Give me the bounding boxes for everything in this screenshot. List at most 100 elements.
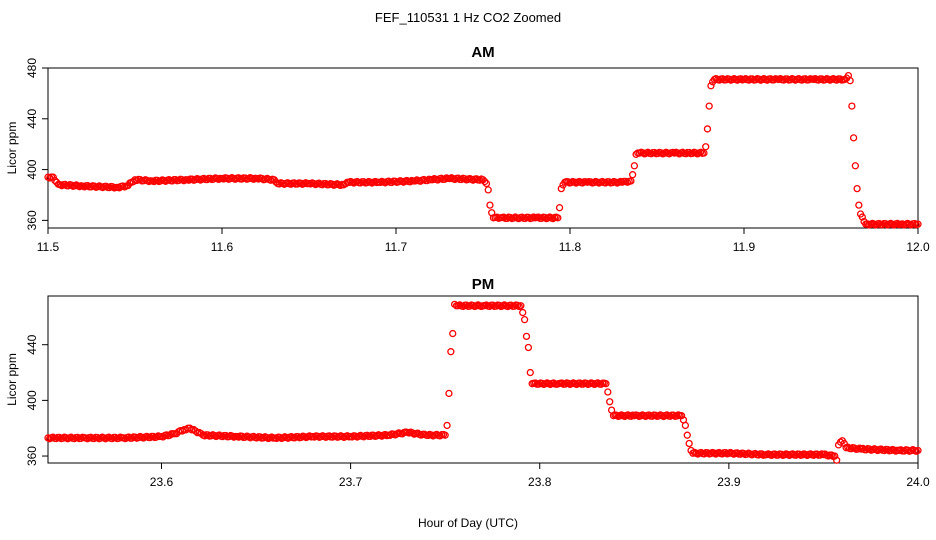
- data-point: [522, 332, 531, 341]
- data-point: [836, 75, 844, 83]
- data-point: [191, 427, 200, 435]
- data-point: [519, 308, 527, 317]
- data-point: [461, 175, 469, 183]
- data-point: [628, 171, 637, 179]
- data-point: [441, 175, 449, 183]
- x-tick-label: 11.6: [211, 240, 234, 254]
- data-point: [705, 102, 713, 110]
- data-point: [445, 389, 453, 398]
- data-point: [630, 162, 639, 170]
- data-point: [700, 149, 708, 157]
- data-point: [853, 184, 861, 193]
- data-point: [175, 176, 183, 185]
- data-point: [185, 176, 193, 184]
- plot-frame: [47, 295, 919, 464]
- pm-panel: PM 23.6 23.7 23.8 23.9 24.0 360 400 440 Licor ppm: [5, 276, 930, 489]
- data-point: [627, 177, 635, 185]
- data-point: [914, 446, 922, 455]
- x-tick-label: 23.7: [339, 475, 363, 489]
- data-point: [850, 444, 859, 452]
- y-tick-label: 440: [25, 334, 39, 354]
- data-point: [681, 421, 690, 430]
- data-point: [136, 176, 144, 184]
- data-point: [557, 184, 565, 193]
- y-tick-label: 440: [25, 108, 39, 128]
- data-point: [855, 201, 863, 209]
- x-tick-label: 23.8: [528, 475, 552, 489]
- data-point: [482, 179, 491, 188]
- am-panel: AM 11.5 11.6 11.7 11.8 11.9 12.0 360 400 440 480 Li…: [5, 44, 930, 254]
- data-points: [44, 300, 922, 464]
- data-point: [685, 439, 693, 448]
- y-tick-label: 360: [25, 210, 39, 230]
- figure-title: FEF_110531 1 Hz CO2 Zoomed: [375, 10, 561, 25]
- data-point: [472, 175, 481, 183]
- data-point: [804, 76, 813, 84]
- y-tick-label: 400: [25, 159, 39, 179]
- x-tick-label: 11.8: [559, 240, 582, 254]
- data-point: [450, 300, 459, 309]
- data-point: [833, 456, 841, 464]
- x-tick-label: 12.0: [906, 240, 930, 254]
- panel-title: PM: [472, 276, 495, 293]
- data-point: [578, 179, 587, 187]
- data-point: [848, 102, 856, 110]
- data-point: [406, 178, 414, 186]
- data-point: [447, 348, 455, 356]
- data-point: [602, 380, 610, 388]
- data-point: [443, 421, 451, 430]
- data-point: [702, 143, 710, 151]
- data-point: [108, 183, 117, 191]
- panel-title: AM: [471, 44, 494, 61]
- data-point: [441, 431, 449, 439]
- data-point: [321, 179, 330, 188]
- data-point: [423, 176, 431, 185]
- data-point: [526, 368, 534, 377]
- data-point: [186, 424, 194, 432]
- data-point: [102, 182, 110, 190]
- data-point: [115, 184, 123, 192]
- data-point: [524, 213, 533, 222]
- data-point: [604, 388, 612, 396]
- data-point: [388, 178, 396, 187]
- x-tick-label: 11.9: [733, 240, 756, 254]
- data-point: [520, 316, 529, 324]
- y-tick-label: 480: [25, 58, 39, 78]
- data-point: [851, 162, 860, 170]
- x-tick-label: 11.7: [385, 240, 408, 254]
- data-point: [524, 343, 533, 352]
- data-point: [914, 220, 922, 228]
- data-point: [486, 201, 494, 209]
- data-point: [517, 302, 525, 310]
- data-point: [827, 451, 836, 459]
- data-point: [481, 177, 489, 186]
- data-point: [707, 82, 715, 90]
- data-point: [846, 77, 854, 85]
- data-point: [84, 181, 92, 190]
- data-point: [178, 427, 186, 435]
- y-tick-label: 400: [25, 390, 39, 410]
- plot-frame: [47, 67, 919, 229]
- x-tick-label: 11.5: [37, 240, 60, 254]
- x-tick-label: 23.9: [717, 475, 741, 489]
- data-point: [597, 380, 605, 388]
- data-point: [737, 75, 745, 83]
- data-point: [434, 176, 442, 184]
- data-point: [386, 431, 394, 439]
- data-point: [606, 398, 614, 406]
- data-point: [554, 214, 562, 222]
- data-point: [449, 329, 457, 338]
- data-points: [44, 71, 922, 229]
- data-point: [770, 76, 778, 84]
- x-tick-label: 23.6: [150, 475, 174, 489]
- data-point: [150, 177, 158, 186]
- data-point: [484, 186, 492, 194]
- data-point: [203, 176, 211, 184]
- data-point: [168, 177, 176, 185]
- x-axis-label: Hour of Day (UTC): [418, 516, 518, 530]
- data-point: [849, 134, 858, 142]
- y-axis-label: Licor ppm: [5, 353, 19, 406]
- data-point: [555, 204, 564, 212]
- data-point: [677, 412, 686, 420]
